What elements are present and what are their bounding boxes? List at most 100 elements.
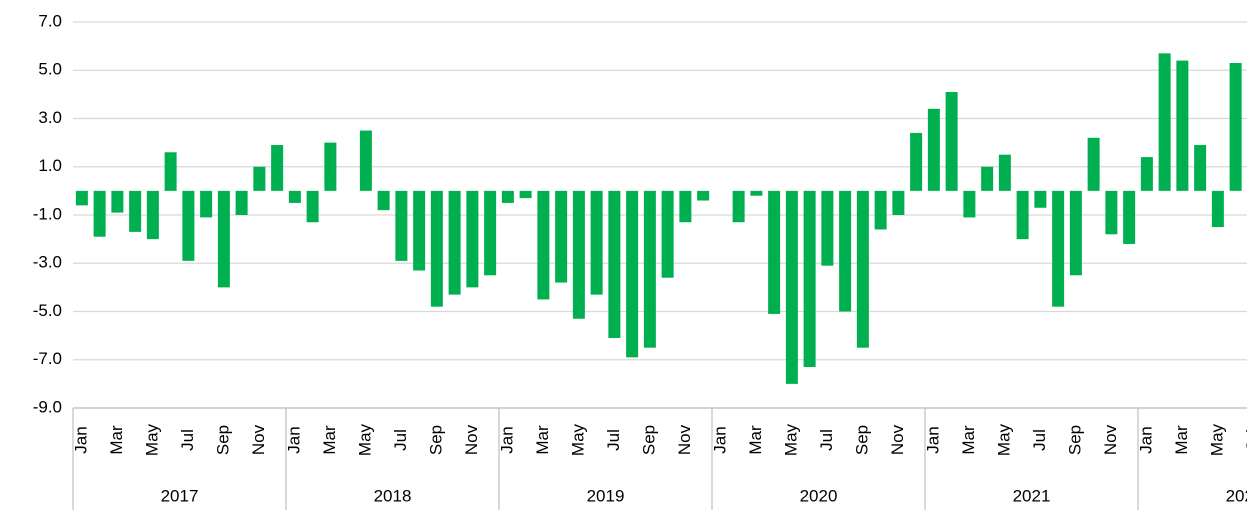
x-tick-label: Nov bbox=[675, 424, 694, 455]
bar bbox=[200, 190, 213, 218]
x-tick-label: May bbox=[568, 423, 587, 456]
y-tick-label: 3.0 bbox=[38, 108, 62, 127]
x-tick-label: May bbox=[142, 423, 161, 456]
bar bbox=[324, 142, 337, 191]
bar bbox=[750, 190, 763, 196]
year-label: 2018 bbox=[374, 486, 412, 505]
x-tick-label: May bbox=[781, 423, 800, 456]
bar bbox=[93, 190, 106, 237]
bar bbox=[1158, 53, 1171, 191]
bar bbox=[768, 190, 781, 314]
bar bbox=[821, 190, 834, 266]
bar bbox=[146, 190, 159, 240]
x-tick-label: Mar bbox=[959, 425, 978, 455]
bar bbox=[963, 190, 976, 218]
x-tick-label: Sep bbox=[426, 425, 445, 455]
bar bbox=[945, 91, 958, 191]
x-tick-label: Nov bbox=[1101, 424, 1120, 455]
bar bbox=[501, 190, 514, 203]
x-tick-label: Mar bbox=[107, 425, 126, 455]
x-tick-label: Jul bbox=[1243, 429, 1247, 451]
x-tick-label: Jan bbox=[923, 426, 942, 453]
bar bbox=[803, 190, 816, 367]
x-tick-label: Jan bbox=[1136, 426, 1155, 453]
x-tick-label: May bbox=[355, 423, 374, 456]
y-tick-label: 5.0 bbox=[38, 60, 62, 79]
bar bbox=[377, 190, 390, 211]
bar bbox=[111, 190, 124, 213]
bar bbox=[164, 152, 177, 191]
bar bbox=[1229, 63, 1242, 191]
x-tick-label: Jan bbox=[710, 426, 729, 453]
bar bbox=[608, 190, 621, 339]
bar bbox=[998, 154, 1011, 191]
bar bbox=[1140, 157, 1153, 191]
y-tick-label: 1.0 bbox=[38, 156, 62, 175]
x-tick-label: Mar bbox=[1172, 425, 1191, 455]
bar bbox=[271, 145, 284, 191]
x-tick-label: Jan bbox=[284, 426, 303, 453]
year-label: 2019 bbox=[587, 486, 625, 505]
bar bbox=[75, 190, 88, 206]
year-label: 2021 bbox=[1013, 486, 1051, 505]
bar bbox=[484, 190, 497, 276]
bar bbox=[910, 132, 923, 191]
bar bbox=[1105, 190, 1118, 235]
x-tick-label: Jul bbox=[1030, 429, 1049, 451]
bar bbox=[1016, 190, 1029, 240]
bar bbox=[839, 190, 852, 312]
bar bbox=[217, 190, 230, 288]
bar bbox=[732, 190, 745, 223]
bar bbox=[626, 190, 639, 358]
x-tick-label: Sep bbox=[1065, 425, 1084, 455]
year-label: 2017 bbox=[161, 486, 199, 505]
bar bbox=[1034, 190, 1047, 208]
bar bbox=[1194, 145, 1207, 191]
bar bbox=[395, 190, 408, 261]
y-tick-label: -9.0 bbox=[33, 397, 62, 416]
bar bbox=[856, 190, 869, 348]
bar bbox=[679, 190, 692, 223]
bar bbox=[892, 190, 905, 215]
x-tick-label: Jul bbox=[817, 429, 836, 451]
bar bbox=[785, 190, 798, 384]
bar bbox=[182, 190, 195, 261]
bar bbox=[697, 190, 710, 201]
bar bbox=[572, 190, 585, 319]
bar bbox=[590, 190, 603, 295]
x-tick-label: Nov bbox=[462, 424, 481, 455]
bar bbox=[874, 190, 887, 230]
bar bbox=[235, 190, 248, 215]
x-tick-label: Mar bbox=[320, 425, 339, 455]
bar bbox=[981, 166, 994, 191]
x-tick-label: May bbox=[1207, 423, 1226, 456]
y-tick-label: 7.0 bbox=[38, 11, 62, 30]
x-tick-label: May bbox=[994, 423, 1013, 456]
y-tick-label: -7.0 bbox=[33, 349, 62, 368]
bar bbox=[1211, 190, 1224, 228]
y-tick-label: -1.0 bbox=[33, 204, 62, 223]
x-tick-label: Jan bbox=[497, 426, 516, 453]
bar bbox=[643, 190, 656, 348]
x-tick-label: Jul bbox=[391, 429, 410, 451]
y-tick-label: -3.0 bbox=[33, 253, 62, 272]
bar bbox=[359, 130, 372, 191]
x-tick-label: Jul bbox=[178, 429, 197, 451]
bar bbox=[1087, 137, 1100, 191]
bar bbox=[1052, 190, 1065, 307]
bar bbox=[413, 190, 426, 271]
bar bbox=[537, 190, 550, 300]
x-tick-label: Mar bbox=[533, 425, 552, 455]
bar bbox=[1123, 190, 1136, 244]
x-tick-label: Sep bbox=[852, 425, 871, 455]
bar bbox=[927, 108, 940, 191]
y-tick-label: -5.0 bbox=[33, 301, 62, 320]
bar bbox=[555, 190, 568, 283]
x-tick-label: Sep bbox=[213, 425, 232, 455]
x-tick-label: Jan bbox=[71, 426, 90, 453]
x-tick-label: Nov bbox=[249, 424, 268, 455]
bar bbox=[1069, 190, 1082, 276]
bar bbox=[430, 190, 443, 307]
year-label: 2020 bbox=[800, 486, 838, 505]
bar bbox=[519, 190, 532, 199]
